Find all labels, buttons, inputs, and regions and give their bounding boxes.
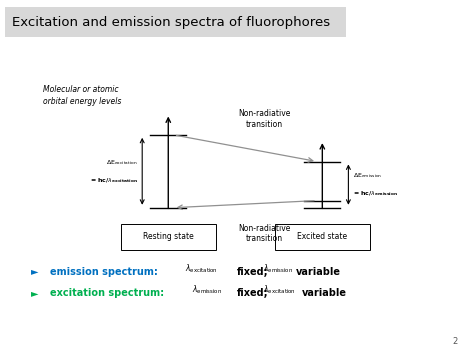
Text: $\Delta$E$_\mathregular{excitation}$: $\Delta$E$_\mathregular{excitation}$ (106, 158, 137, 167)
Text: $\lambda_{\rm excitation}$: $\lambda_{\rm excitation}$ (185, 262, 218, 275)
FancyBboxPatch shape (5, 7, 346, 37)
Text: Non-radiative
transition: Non-radiative transition (238, 224, 291, 243)
Text: 2: 2 (452, 337, 457, 346)
Text: excitation spectrum:: excitation spectrum: (50, 288, 164, 298)
Text: emission spectrum:: emission spectrum: (50, 267, 158, 277)
Text: fixed;: fixed; (237, 267, 269, 277)
Text: Excitation and emission spectra of fluorophores: Excitation and emission spectra of fluor… (12, 16, 330, 29)
Text: $\lambda_{\rm emission}$: $\lambda_{\rm emission}$ (192, 284, 222, 296)
Text: Non-radiative
transition: Non-radiative transition (238, 109, 291, 129)
Text: variable: variable (301, 288, 346, 298)
Text: $\lambda_{\rm excitation}$: $\lambda_{\rm excitation}$ (263, 284, 296, 296)
Text: fixed;: fixed; (237, 288, 269, 298)
Text: variable: variable (296, 267, 341, 277)
Text: $\Delta$E$_\mathregular{emission}$: $\Delta$E$_\mathregular{emission}$ (353, 171, 383, 180)
FancyBboxPatch shape (121, 224, 216, 250)
FancyBboxPatch shape (275, 224, 370, 250)
Text: Molecular or atomic
orbital energy levels: Molecular or atomic orbital energy level… (43, 85, 121, 106)
Text: $\lambda_{\rm emission}$: $\lambda_{\rm emission}$ (263, 262, 293, 275)
Text: Excited state: Excited state (297, 233, 347, 241)
Text: Resting state: Resting state (143, 233, 194, 241)
Text: = hc/$\lambda$$_\mathregular{emission}$: = hc/$\lambda$$_\mathregular{emission}$ (353, 189, 398, 198)
Text: = hc/$\lambda$$_\mathregular{excitation}$: = hc/$\lambda$$_\mathregular{excitation}… (90, 176, 137, 185)
Text: ►: ► (31, 288, 38, 298)
Text: ►: ► (31, 267, 38, 277)
